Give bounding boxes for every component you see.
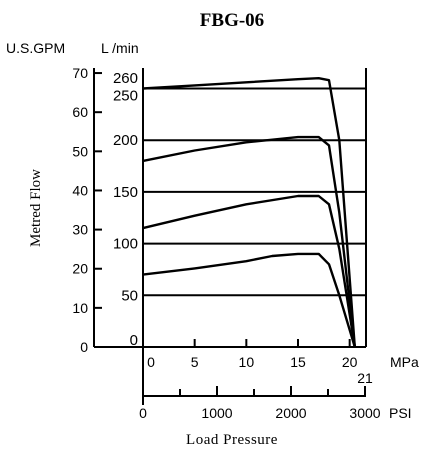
gpm-tick-label: 40 <box>72 182 88 198</box>
flow-curve-1 <box>142 77 356 348</box>
psi-tick-label: 1000 <box>201 405 232 421</box>
mpa-tick-label: 20 <box>342 354 358 370</box>
flow-curve-2 <box>142 135 356 348</box>
x-units-psi: PSI <box>389 405 412 421</box>
lmin-tick-label: 260 <box>113 70 138 87</box>
flow-curve-3 <box>142 194 356 348</box>
gpm-tick-label: 30 <box>72 222 88 238</box>
gpm-tick-label: 60 <box>72 104 88 120</box>
x-axis-label: Load Pressure <box>186 432 278 448</box>
flow-curve-4 <box>142 252 356 348</box>
gpm-tick-label: 50 <box>72 143 88 159</box>
mpa-tick-label: 15 <box>290 354 306 370</box>
mpa-tick-label: 10 <box>239 354 255 370</box>
y-units-right: L /min <box>101 40 139 56</box>
lmin-tick-label: 150 <box>113 184 138 201</box>
lmin-tick-label: 0 <box>130 332 138 349</box>
mpa-tick-label: 0 <box>147 354 155 370</box>
gpm-tick-label: 70 <box>72 65 88 81</box>
lmin-tick-label: 100 <box>113 236 138 253</box>
x-units-mpa: MPa <box>390 354 419 370</box>
lmin-tick-label: 50 <box>121 287 138 304</box>
gpm-tick-label: 0 <box>80 339 88 355</box>
psi-tick-label: 3000 <box>349 405 380 421</box>
mpa-tick-label: 5 <box>191 354 199 370</box>
gpm-tick-label: 20 <box>72 261 88 277</box>
chart-title: FBG-06 <box>200 10 264 31</box>
psi-tick-label: 0 <box>139 405 147 421</box>
y-units-left: U.S.GPM <box>6 40 65 56</box>
psi-tick-label: 2000 <box>275 405 306 421</box>
gpm-tick-label: 10 <box>72 300 88 316</box>
lmin-tick-label: 250 <box>113 88 138 105</box>
lmin-tick-label: 200 <box>113 132 138 149</box>
mpa-tick-label: 21 <box>357 370 373 386</box>
y-axis-label: Metred Flow <box>28 169 44 247</box>
chart-marks <box>142 77 356 348</box>
